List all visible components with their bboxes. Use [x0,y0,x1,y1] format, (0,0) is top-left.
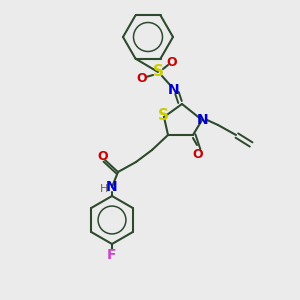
Text: S: S [152,64,164,80]
Text: O: O [167,56,177,70]
Text: O: O [137,73,147,85]
Text: O: O [193,148,203,160]
Text: N: N [197,113,209,127]
Text: N: N [168,83,180,97]
Text: N: N [106,180,118,194]
Text: H: H [100,184,108,194]
Text: S: S [158,109,169,124]
Text: F: F [107,248,117,262]
Text: O: O [98,151,108,164]
